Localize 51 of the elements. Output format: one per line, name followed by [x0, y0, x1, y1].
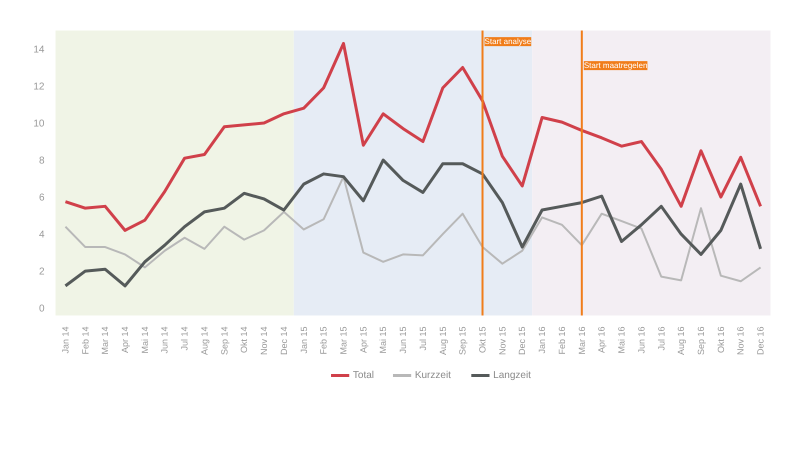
- y-tick-label: 4: [38, 230, 45, 241]
- x-tick-label: Aug 16: [676, 326, 686, 356]
- y-tick-label: 0: [38, 304, 45, 315]
- x-tick-label: Mai 15: [378, 326, 388, 354]
- x-tick-label: Mar 15: [338, 326, 348, 355]
- x-tick-label: Apr 15: [358, 326, 368, 354]
- x-tick-label: Jun 14: [160, 326, 170, 354]
- x-tick-label: Nov 15: [497, 326, 508, 356]
- y-tick-label: 10: [33, 118, 45, 130]
- x-tick-label: Dec 14: [278, 326, 289, 356]
- x-tick-label: Jul 16: [656, 326, 666, 351]
- y-tick-label: 12: [33, 82, 45, 93]
- x-tick-label: Nov 16: [736, 326, 746, 356]
- x-tick-label: Aug 14: [199, 326, 210, 356]
- x-tick-label: Nov 14: [259, 326, 270, 356]
- x-tick-label: Mai 16: [616, 326, 627, 354]
- line-series: [64, 158, 762, 288]
- x-tick-label: Apr 16: [596, 326, 607, 354]
- ref-line-label: Start maatregelen: [584, 61, 648, 70]
- x-tick-label: Feb 16: [556, 326, 567, 355]
- x-tick-label: Apr 14: [120, 326, 130, 354]
- x-tick-label: Jan 14: [60, 326, 70, 354]
- x-tick-label: Sep 15: [458, 326, 468, 356]
- x-tick-label: Aug 15: [438, 326, 448, 356]
- x-tick-label: Mar 14: [100, 326, 110, 355]
- y-tick-label: 6: [38, 192, 45, 204]
- x-tick-label: Feb 14: [80, 326, 90, 355]
- x-tick-label: Jan 15: [298, 326, 309, 354]
- x-tick-label: Okt 15: [478, 326, 488, 354]
- line-series: [64, 176, 762, 282]
- x-tick-label: Okt 16: [716, 326, 726, 354]
- legend-label: Langzeit: [493, 370, 532, 381]
- y-tick-label: 8: [38, 156, 45, 167]
- y-tick-label: 14: [33, 44, 45, 56]
- x-tick-label: Okt 14: [239, 326, 250, 354]
- x-tick-label: Dec 15: [517, 326, 528, 356]
- x-tick-label: Mar 16: [576, 326, 587, 355]
- ref-line-label: Start analyse: [484, 37, 532, 46]
- x-tick-label: Dec 16: [756, 326, 766, 356]
- x-tick-label: Jun 15: [398, 326, 408, 354]
- x-tick-label: Sep 16: [696, 326, 706, 356]
- x-tick-label: Jul 15: [418, 326, 428, 351]
- x-tick-label: Sep 14: [219, 326, 230, 356]
- legend-label: Kurzzeit: [414, 370, 452, 381]
- legend-label: Total: [352, 370, 374, 381]
- x-tick-label: Jun 16: [636, 326, 646, 354]
- y-tick-label: 2: [38, 266, 45, 278]
- x-tick-label: Feb 15: [318, 326, 329, 355]
- x-tick-label: Jul 14: [180, 326, 190, 351]
- x-tick-label: Jan 16: [537, 326, 548, 354]
- x-tick-label: Mai 14: [140, 326, 150, 354]
